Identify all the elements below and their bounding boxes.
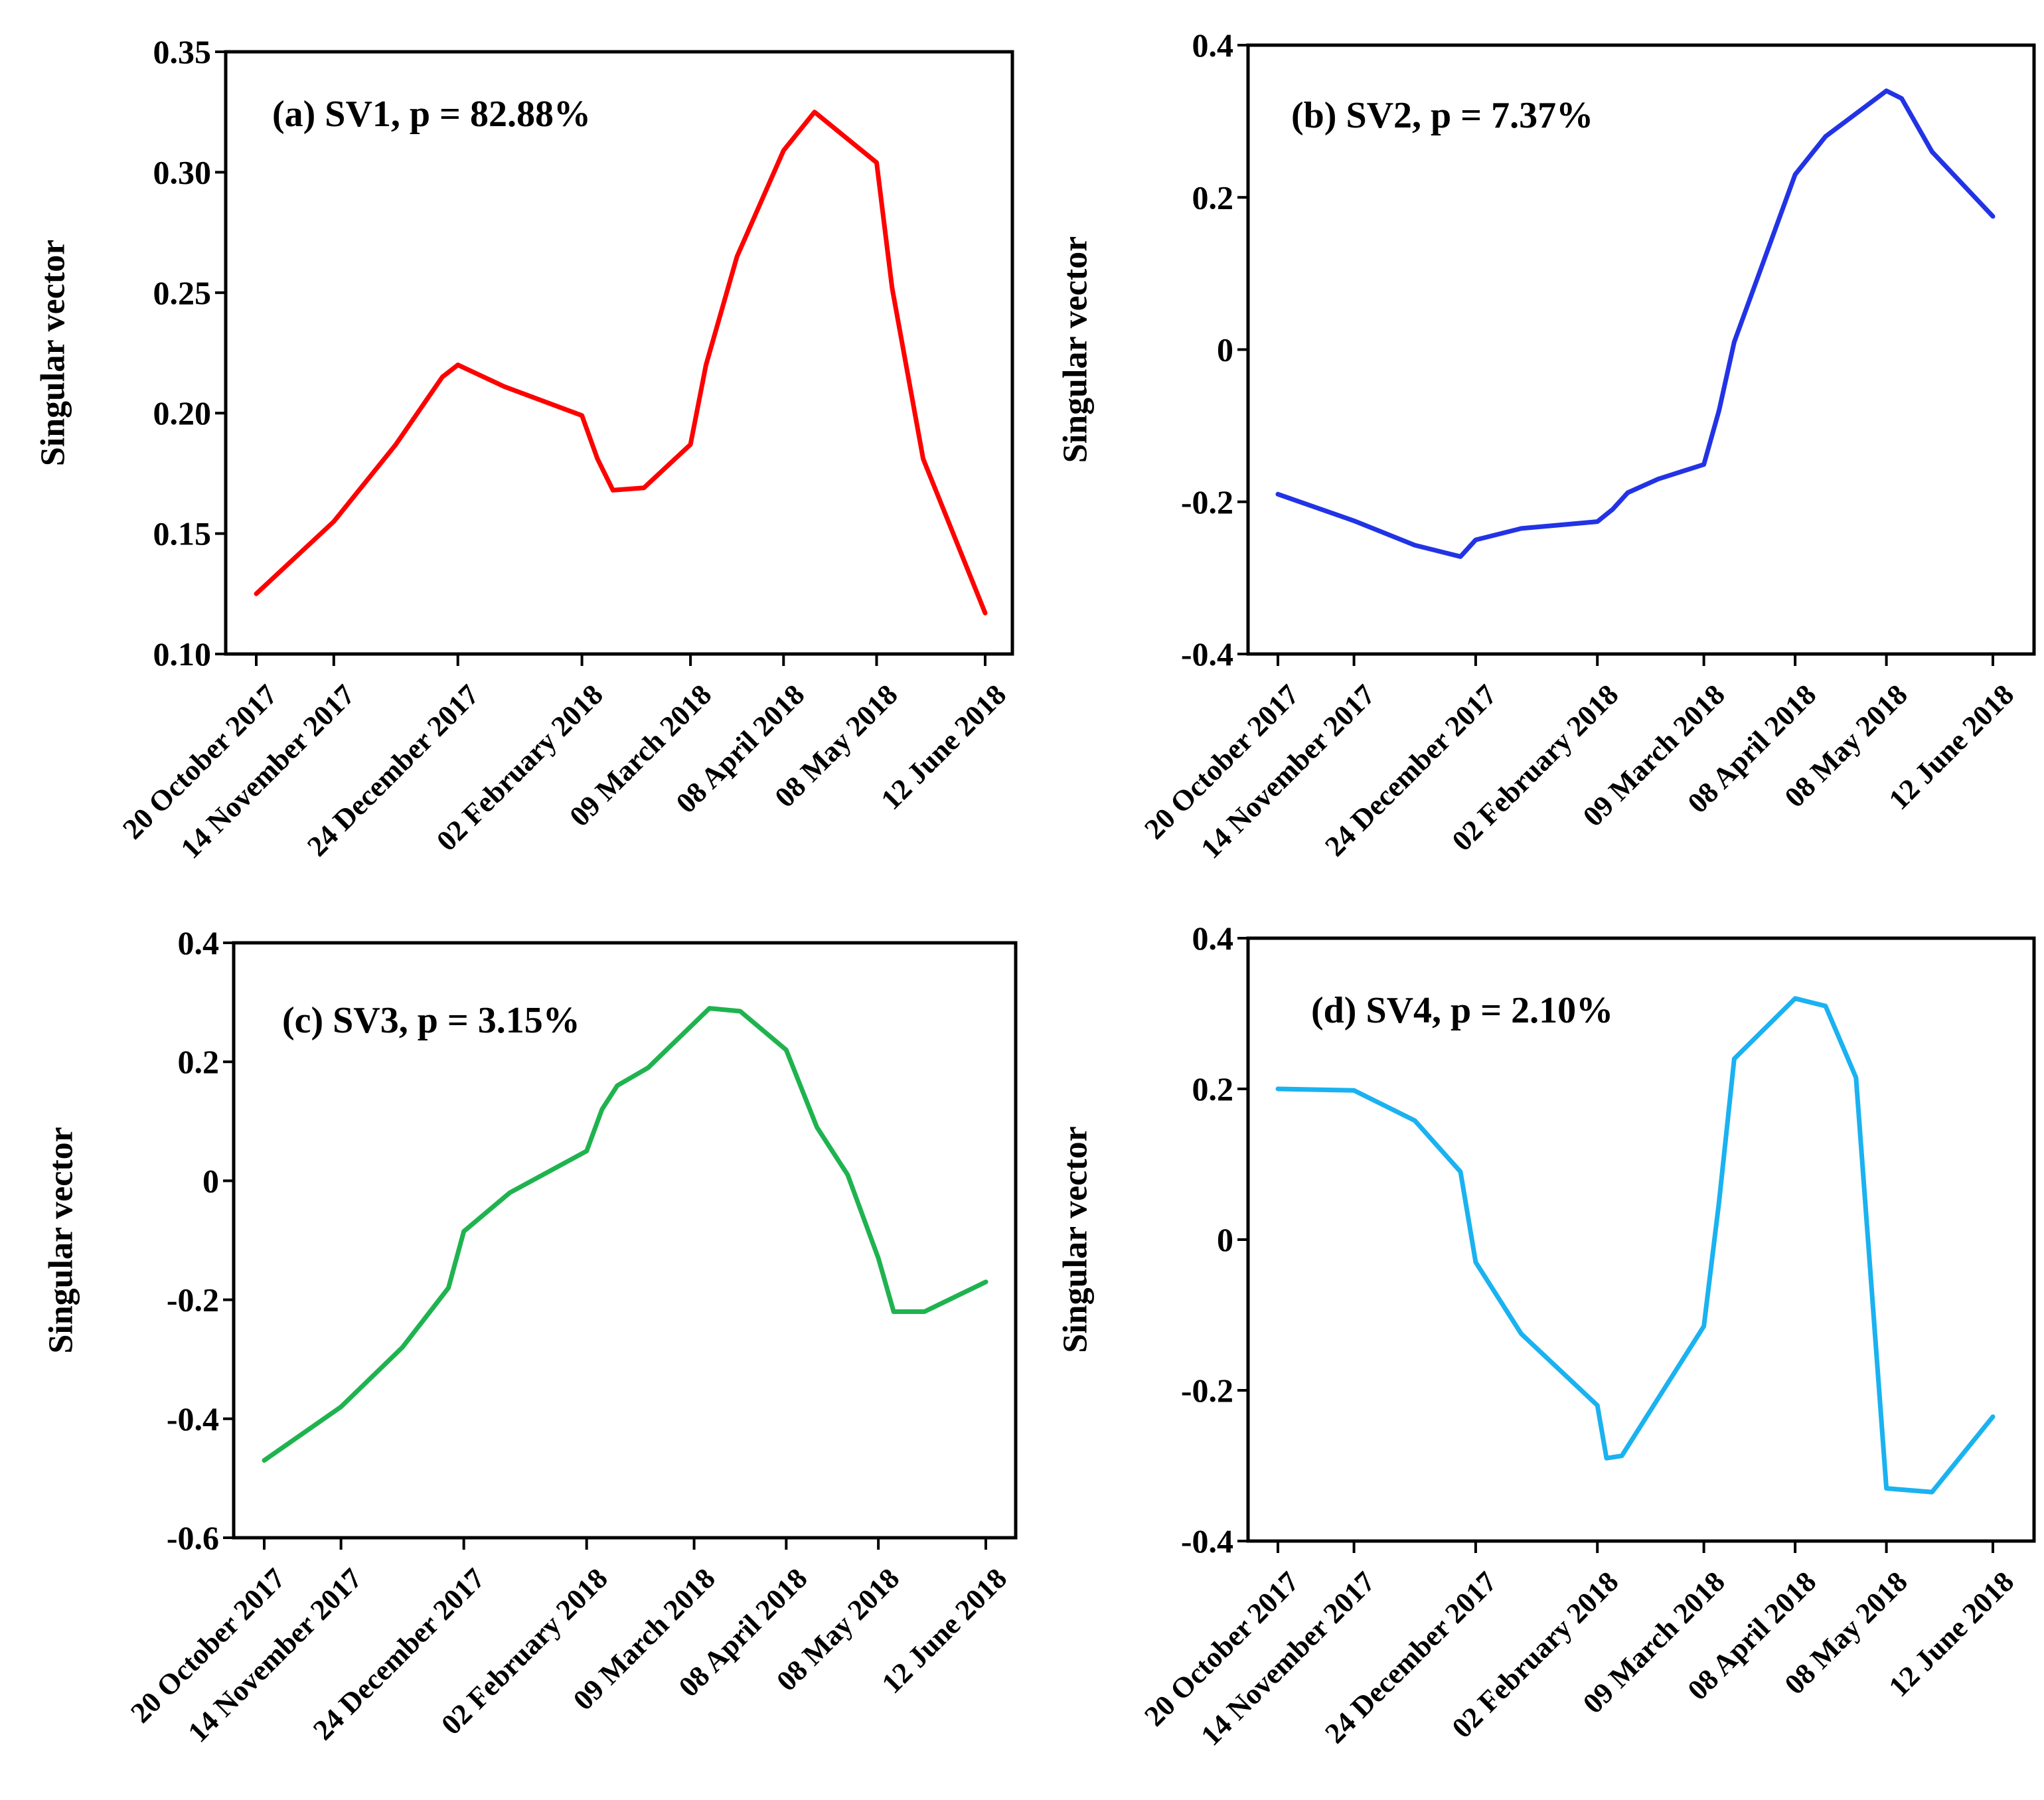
y-tick-label: -0.4 [167, 1400, 219, 1437]
y-tick-label: 0.2 [178, 1043, 220, 1080]
y-tick-label: 0.2 [1192, 1070, 1234, 1107]
series-line [262, 1006, 988, 1463]
y-tick-label: 0.10 [153, 635, 212, 673]
y-axis-label: Singular vector [1057, 236, 1095, 463]
y-tick-label: -0.4 [1181, 635, 1233, 673]
y-tick-label: 0 [202, 1162, 219, 1199]
series-line [1275, 996, 1996, 1495]
y-tick-label: -0.4 [1181, 1522, 1233, 1560]
panel-annotation: (c) SV3, p = 3.15% [282, 1000, 580, 1041]
y-tick-label: 0.4 [1192, 920, 1234, 957]
panel-annotation: (b) SV2, p = 7.37% [1291, 95, 1593, 136]
y-tick-label: 0.15 [153, 515, 212, 552]
y-axis-label: Singular vector [35, 240, 72, 466]
plot-frame [224, 50, 1014, 656]
y-tick-label: 0.30 [153, 153, 212, 191]
y-tick-label: 0.35 [153, 33, 212, 70]
series-line [1275, 88, 1996, 559]
y-tick-label: -0.2 [167, 1281, 219, 1319]
y-tick-label: -0.2 [1181, 1372, 1233, 1409]
y-tick-label: 0 [1217, 1221, 1233, 1258]
y-tick-label: 0.4 [1192, 27, 1234, 64]
panel-annotation: (d) SV4, p = 2.10% [1311, 990, 1613, 1031]
y-tick-label: 0.4 [178, 924, 220, 961]
y-axis-label: Singular vector [42, 1127, 80, 1353]
y-tick-label: 0 [1217, 331, 1233, 368]
y-axis-label: Singular vector [1057, 1126, 1095, 1352]
y-tick-label: 0.25 [153, 274, 212, 311]
y-tick-label: -0.2 [1181, 483, 1233, 521]
panel-annotation: (a) SV1, p = 82.88% [272, 94, 591, 135]
plot-frame [232, 941, 1018, 1540]
plot-frame [1246, 43, 2036, 656]
y-tick-label: 0.20 [153, 394, 212, 432]
y-tick-label: 0.2 [1192, 179, 1234, 216]
y-tick-label: -0.6 [167, 1519, 219, 1556]
series-line [254, 110, 988, 615]
